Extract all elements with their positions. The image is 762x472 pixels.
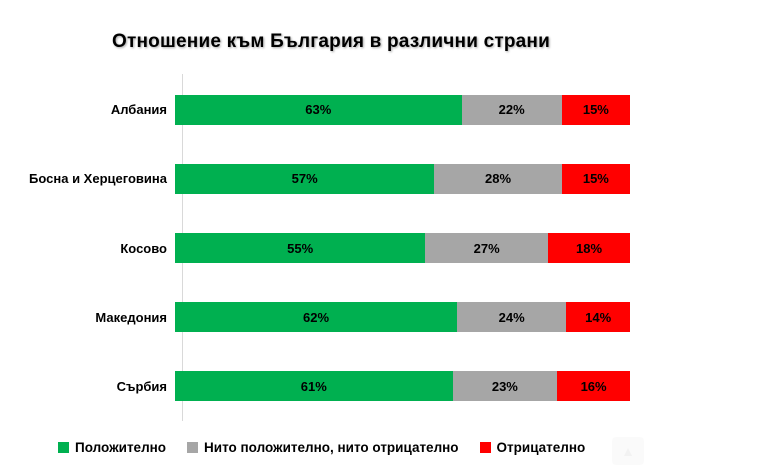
legend-swatch-icon	[58, 442, 69, 453]
bar-segment: 28%	[434, 163, 562, 194]
category-label: Босна и Херцеговина	[29, 171, 167, 187]
data-label: 62%	[303, 309, 330, 325]
bar-track: 57% 28% 15%	[175, 163, 630, 194]
data-label: 57%	[291, 171, 318, 187]
data-label: 22%	[498, 102, 525, 118]
data-label: 23%	[491, 378, 518, 394]
data-label: 55%	[287, 240, 314, 256]
category-label: Сърбия	[116, 378, 167, 394]
legend-item: Положително	[58, 440, 166, 455]
bar-row: Босна и Херцеговина 57% 28% 15%	[0, 144, 638, 213]
bar-segment: 24%	[457, 302, 567, 333]
data-label: 16%	[580, 378, 607, 394]
bar-track: 55% 27% 18%	[175, 233, 630, 263]
data-label: 15%	[582, 102, 609, 118]
data-label: 63%	[305, 102, 332, 118]
bar-row: Македония 62% 24% 14%	[0, 283, 638, 352]
legend-swatch-icon	[187, 442, 199, 453]
legend-label: Отрицателно	[496, 440, 586, 455]
legend-label: Нито положително, нито отрицателно	[204, 440, 459, 455]
data-label: 24%	[498, 309, 525, 325]
category-label: Косово	[120, 240, 167, 256]
legend-item: Нито положително, нито отрицателно	[187, 440, 459, 455]
category-label: Македония	[95, 309, 167, 325]
bar-segment: 62%	[175, 302, 458, 333]
bar-segment: 18%	[548, 233, 630, 263]
bar-row: Албания 63% 22% 15%	[0, 75, 638, 144]
bar-track: 63% 22% 15%	[175, 94, 630, 125]
watermark: ▲	[612, 437, 644, 465]
category-label: Албания	[110, 102, 167, 118]
bar-segment: 57%	[175, 163, 435, 194]
plot-area: Албания 63% 22% 15% Босна и Херцеговина 57% 28…	[0, 75, 638, 421]
bar-segment: 27%	[425, 233, 549, 263]
bar-segment: 16%	[557, 371, 630, 402]
legend-label: Положително	[75, 440, 167, 455]
bar-row: Косово 55% 27% 18%	[0, 213, 638, 282]
data-label: 28%	[485, 171, 512, 187]
data-label: 61%	[300, 378, 327, 394]
data-label: 14%	[585, 309, 612, 325]
bar-track: 62% 24% 14%	[175, 302, 630, 333]
bar-segment: 63%	[175, 94, 462, 125]
bar-segment: 14%	[566, 302, 630, 333]
bar-segment: 55%	[175, 233, 426, 263]
bar-row: Сърбия 61% 23% 16%	[0, 352, 638, 421]
legend: Положително Нито положително, нито отрица…	[58, 440, 585, 455]
bar-segment: 22%	[461, 94, 562, 125]
legend-item: Отрицателно	[479, 440, 586, 455]
data-label: 18%	[576, 240, 603, 256]
data-label: 15%	[582, 171, 609, 187]
bar-segment: 23%	[452, 371, 558, 402]
bar-segment: 15%	[561, 163, 630, 194]
legend-swatch-icon	[479, 442, 491, 453]
bar-segment: 61%	[175, 371, 453, 402]
bar-track: 61% 23% 16%	[175, 371, 630, 402]
bar-segment: 15%	[561, 94, 630, 125]
chart-title: Отношение към България в различни страни	[112, 31, 550, 52]
data-label: 27%	[473, 240, 500, 256]
